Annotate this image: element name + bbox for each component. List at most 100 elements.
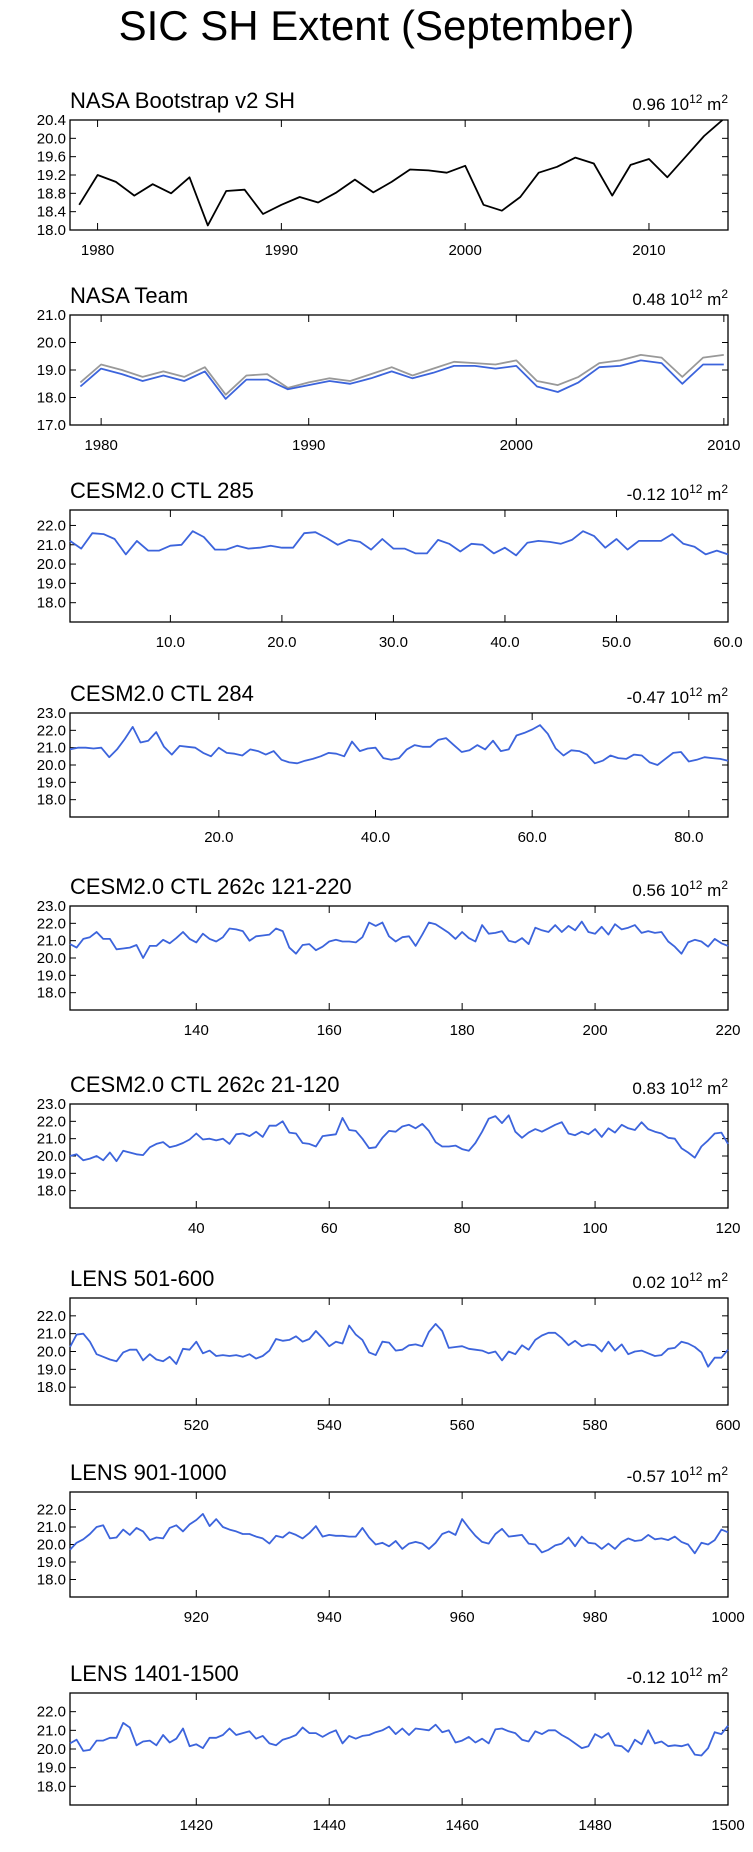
series-line xyxy=(69,1722,729,1757)
series-line xyxy=(69,1323,729,1368)
chart-panel: NASA Bootstrap v2 SH 0.96 1012 m2 18.018.4… xyxy=(37,88,729,259)
series-line xyxy=(69,920,729,959)
page-title: SIC SH Extent (September) xyxy=(118,2,635,49)
y-tick-label: 20.4 xyxy=(37,112,66,129)
x-tick-label: 80.0 xyxy=(674,829,703,846)
x-tick-label: 1460 xyxy=(445,1817,478,1834)
x-tick-label: 1990 xyxy=(292,437,325,454)
y-tick-label: 18.0 xyxy=(37,390,66,407)
x-tick-label: 40.0 xyxy=(361,829,390,846)
x-tick-label: 40.0 xyxy=(490,634,519,651)
panel-title: LENS 1401-1500 xyxy=(70,1661,239,1686)
x-tick-label: 60.0 xyxy=(518,829,547,846)
x-tick-label: 1980 xyxy=(81,242,114,259)
plot-frame xyxy=(69,712,729,818)
series-line xyxy=(79,353,724,396)
panel-title: CESM2.0 CTL 262c 121-220 xyxy=(70,874,352,899)
x-tick-label: 10.0 xyxy=(156,634,185,651)
x-tick-label: 940 xyxy=(317,1609,342,1626)
y-tick-label: 19.0 xyxy=(37,1554,66,1571)
x-tick-label: 1480 xyxy=(578,1817,611,1834)
trend-annotation: 0.83 1012 m2 xyxy=(632,1076,728,1098)
y-tick-label: 17.0 xyxy=(37,417,66,434)
trend-annotation: 0.96 1012 m2 xyxy=(632,92,728,114)
chart-panel: CESM2.0 CTL 262c 21-120 0.83 1012 m218.01… xyxy=(37,1072,741,1237)
y-tick-label: 18.0 xyxy=(37,1778,66,1795)
y-tick-label: 19.0 xyxy=(37,967,66,984)
chart-panel: CESM2.0 CTL 285 -0.12 1012 m2 18.0 19.0 20.0… xyxy=(37,478,743,651)
x-tick-label: 60 xyxy=(321,1220,338,1237)
y-tick-label: 18.0 xyxy=(37,222,66,239)
series-line xyxy=(69,724,729,766)
y-tick-label: 22.0 xyxy=(37,1308,66,1325)
plot-frame xyxy=(69,1297,729,1406)
x-tick-label: 1500 xyxy=(711,1817,744,1834)
panel-title: NASA Bootstrap v2 SH xyxy=(70,88,295,113)
y-tick-label: 20.0 xyxy=(37,950,66,967)
y-tick-label: 18.8 xyxy=(37,185,66,202)
chart-panel: LENS 901-1000 -0.57 1012 m2 18.019.020.021… xyxy=(37,1460,745,1626)
panel-title: CESM2.0 CTL 262c 21-120 xyxy=(70,1072,339,1097)
y-tick-label: 22.0 xyxy=(37,1502,66,1519)
trend-annotation: -0.12 1012 m2 xyxy=(627,1665,729,1687)
y-tick-label: 18.0 xyxy=(37,985,66,1002)
panel-title: NASA Team xyxy=(70,283,188,308)
trend-annotation: -0.47 1012 m2 xyxy=(627,685,729,707)
y-tick-label: 19.6 xyxy=(37,149,66,166)
x-tick-label: 1440 xyxy=(313,1817,346,1834)
x-tick-label: 580 xyxy=(583,1417,608,1434)
y-tick-label: 21.0 xyxy=(37,1131,66,1148)
panel-title: LENS 501-600 xyxy=(70,1266,214,1291)
y-tick-label: 19.0 xyxy=(37,1361,66,1378)
y-tick-label: 19.2 xyxy=(37,167,66,184)
chart-panel: CESM2.0 CTL 284 -0.47 1012 m218.019.020.0… xyxy=(37,681,729,846)
y-tick-label: 21.0 xyxy=(37,1519,66,1536)
x-tick-label: 980 xyxy=(583,1609,608,1626)
x-tick-label: 540 xyxy=(317,1417,342,1434)
x-tick-label: 100 xyxy=(583,1220,608,1237)
x-tick-label: 2010 xyxy=(632,242,665,259)
x-tick-label: 1000 xyxy=(711,1609,744,1626)
x-tick-label: 200 xyxy=(583,1022,608,1039)
plot-frame xyxy=(69,119,729,231)
x-tick-label: 40 xyxy=(188,1220,205,1237)
trend-annotation: 0.56 1012 m2 xyxy=(632,878,728,900)
y-tick-label: 19.0 xyxy=(37,362,66,379)
x-tick-label: 180 xyxy=(450,1022,475,1039)
x-tick-label: 920 xyxy=(184,1609,209,1626)
y-tick-label: 21.0 xyxy=(37,933,66,950)
plot-frame xyxy=(69,905,729,1011)
panel-title: CESM2.0 CTL 285 xyxy=(70,478,254,503)
x-tick-label: 60.0 xyxy=(713,634,742,651)
trend-annotation: 0.48 1012 m2 xyxy=(632,287,728,309)
series-line xyxy=(79,359,724,400)
y-tick-label: 18.0 xyxy=(37,792,66,809)
series-line xyxy=(69,530,729,557)
x-tick-label: 80 xyxy=(454,1220,471,1237)
y-tick-label: 20.0 xyxy=(37,130,66,147)
y-tick-label: 20.0 xyxy=(37,556,66,573)
y-tick-label: 21.0 xyxy=(37,740,66,757)
y-tick-label: 19.0 xyxy=(37,1760,66,1777)
y-tick-label: 22.0 xyxy=(37,1704,66,1721)
plot-frame xyxy=(69,509,729,623)
x-tick-label: 160 xyxy=(317,1022,342,1039)
x-tick-label: 140 xyxy=(184,1022,209,1039)
y-tick-label: 20.0 xyxy=(37,335,66,352)
x-tick-label: 2000 xyxy=(448,242,481,259)
x-tick-label: 960 xyxy=(450,1609,475,1626)
y-tick-label: 18.0 xyxy=(37,595,66,612)
y-tick-label: 21.0 xyxy=(37,537,66,554)
y-tick-label: 18.4 xyxy=(37,204,66,221)
y-tick-label: 23.0 xyxy=(37,898,66,915)
y-tick-label: 20.0 xyxy=(37,1537,66,1554)
y-tick-label: 20.0 xyxy=(37,1344,66,1361)
chart-panel: NASA Team 0.48 1012 m2 17.0 18.0 19.0 20.0 21.… xyxy=(37,283,741,454)
y-tick-label: 18.0 xyxy=(37,1379,66,1396)
y-tick-label: 21.0 xyxy=(37,307,66,324)
series-line xyxy=(78,119,724,227)
y-tick-label: 19.0 xyxy=(37,575,66,592)
chart-panel: CESM2.0 CTL 262c 121-220 0.56 1012 m2 18.0… xyxy=(37,874,741,1039)
plot-frame xyxy=(69,1103,729,1209)
